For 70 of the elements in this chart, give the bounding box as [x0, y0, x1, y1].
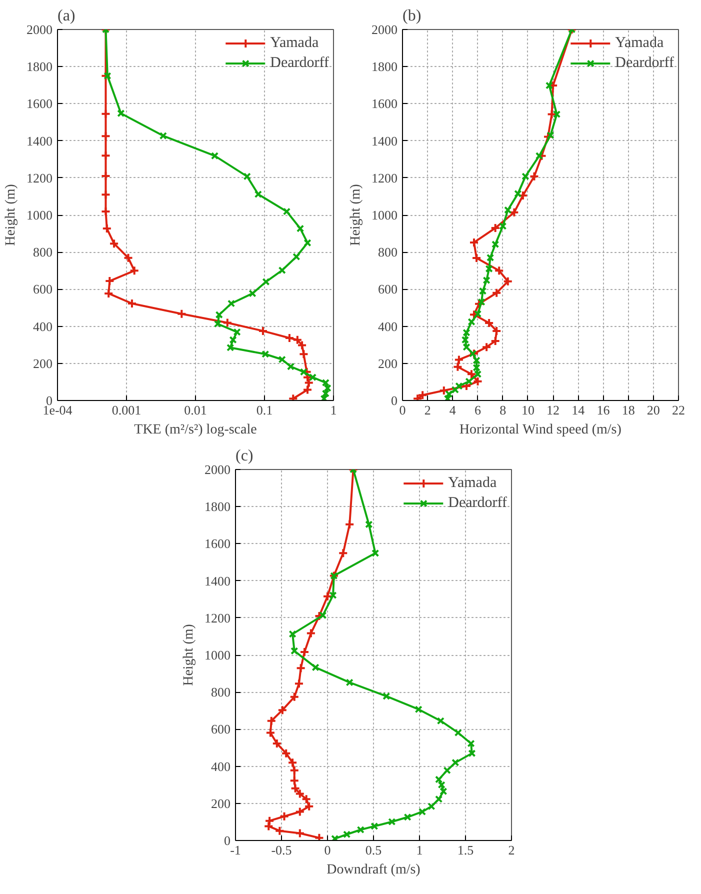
- y-tick-label: 1000: [204, 648, 230, 662]
- y-axis-title: Height (m): [348, 184, 364, 246]
- y-tick-label: 1200: [204, 610, 230, 626]
- y-tick-label: 2000: [204, 462, 230, 477]
- x-tick-label: 0.1: [256, 402, 273, 418]
- legend-label: Yamada: [448, 474, 497, 492]
- chart-title: (c): [236, 448, 254, 464]
- legend-label: Deardorff: [615, 54, 674, 72]
- y-tick-label: 800: [211, 684, 230, 700]
- y-tick-label: 1600: [26, 96, 52, 112]
- x-tick-label: 18: [622, 402, 635, 418]
- y-tick-label: 600: [33, 282, 52, 297]
- x-tick-label: 1: [416, 842, 423, 858]
- y-tick-label: 1800: [26, 59, 52, 74]
- x-tick-label: 0.01: [184, 402, 207, 418]
- y-tick-label: 0: [224, 833, 230, 848]
- x-axis-title: Downdraft (m/s): [326, 862, 421, 878]
- y-tick-label: 800: [378, 244, 398, 260]
- y-tick-label: 1400: [204, 573, 230, 588]
- x-tick-label: 6: [474, 402, 482, 418]
- y-tick-label: 1000: [372, 208, 398, 222]
- x-tick-label: 0.001: [112, 402, 142, 418]
- x-axis-title: TKE (m²/s²) log-scale: [134, 422, 257, 438]
- x-tick-label: 0: [324, 842, 331, 858]
- chart-title: (a): [58, 8, 76, 24]
- legend-label: Deardorff: [448, 494, 507, 512]
- y-tick-label: 600: [211, 722, 230, 737]
- x-tick-label: 2: [508, 842, 515, 858]
- y-tick-label: 1800: [204, 499, 230, 514]
- x-tick-label: -1: [230, 842, 241, 858]
- y-tick-label: 1800: [372, 59, 398, 74]
- y-tick-label: 200: [211, 796, 230, 811]
- y-tick-label: 1000: [26, 208, 52, 222]
- y-tick-label: 400: [378, 318, 398, 334]
- x-tick-label: 12: [546, 402, 560, 418]
- y-tick-label: 800: [33, 244, 52, 260]
- y-tick-label: 400: [33, 318, 52, 334]
- x-tick-label: 4: [449, 402, 456, 418]
- y-tick-label: 2000: [26, 22, 52, 37]
- x-tick-label: -0.5: [271, 842, 292, 858]
- x-tick-label: 1: [330, 402, 337, 418]
- y-tick-label: 0: [391, 393, 398, 408]
- y-tick-label: 1600: [372, 96, 398, 112]
- y-tick-label: 1200: [26, 170, 52, 186]
- y-tick-label: 2000: [372, 22, 398, 37]
- y-tick-label: 1200: [372, 170, 398, 186]
- y-tick-label: 0: [46, 393, 52, 408]
- x-tick-label: 8: [500, 402, 506, 418]
- chart-title: (b): [402, 8, 422, 24]
- y-tick-label: 400: [211, 758, 230, 774]
- x-tick-label: 22: [672, 402, 685, 418]
- y-tick-label: 200: [33, 356, 52, 371]
- x-tick-label: 0.5: [365, 842, 382, 858]
- y-tick-label: 200: [378, 356, 398, 371]
- x-tick-label: 20: [646, 402, 660, 418]
- y-tick-label: 1400: [372, 133, 398, 148]
- x-tick-label: 16: [596, 402, 610, 418]
- x-tick-label: 2: [424, 402, 431, 418]
- y-axis-title: Height (m): [182, 624, 196, 686]
- y-tick-label: 600: [378, 282, 398, 297]
- x-axis-title: Horizontal Wind speed (m/s): [459, 422, 622, 438]
- x-tick-label: 1.5: [457, 842, 474, 858]
- y-tick-label: 1400: [26, 133, 52, 148]
- legend-label: Yamada: [270, 34, 319, 52]
- legend-label: Yamada: [615, 34, 664, 52]
- legend-label: Deardorff: [270, 54, 329, 72]
- y-tick-label: 1600: [204, 536, 230, 552]
- x-tick-label: 14: [572, 402, 586, 418]
- y-axis-title: Height (m): [4, 184, 18, 246]
- x-tick-label: 10: [521, 402, 534, 418]
